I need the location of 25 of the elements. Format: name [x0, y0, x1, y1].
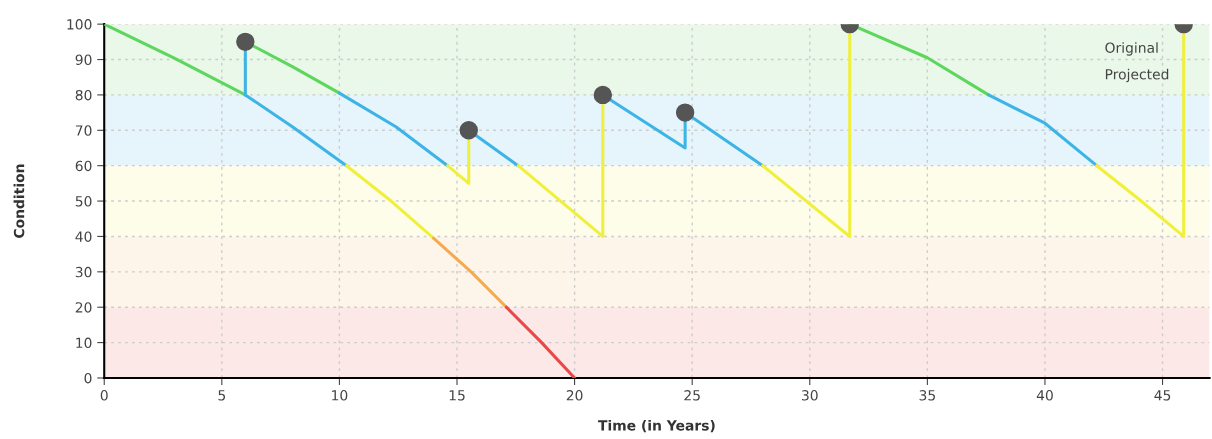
x-tick-label: 35 — [919, 390, 935, 401]
x-axis-title: Time (in Years) — [598, 419, 715, 433]
x-tick-label: 0 — [100, 390, 108, 401]
y-tick-label: 60 — [75, 160, 92, 172]
x-tick-label: 25 — [684, 390, 700, 401]
x-tick-label: 40 — [1036, 390, 1053, 401]
y-tick-label: 50 — [75, 196, 92, 207]
annotation: Projected — [1105, 68, 1169, 83]
x-tick-label: 15 — [449, 390, 465, 401]
annotation: Original — [1105, 42, 1158, 56]
y-tick-label: 100 — [67, 19, 92, 30]
y-tick-label: 20 — [75, 302, 92, 313]
x-tick-label: 45 — [1154, 390, 1171, 401]
y-tick-label: 90 — [75, 54, 92, 65]
y-axis-title: Condition — [13, 164, 25, 238]
x-tick-label: 5 — [218, 390, 226, 401]
x-tick-label: 20 — [566, 390, 583, 401]
x-tick-label: 10 — [332, 390, 348, 401]
y-tick-label: 40 — [75, 231, 92, 242]
y-tick-label: 70 — [75, 125, 92, 136]
x-tick-label: 30 — [801, 390, 818, 401]
y-tick-label: 80 — [75, 89, 92, 101]
y-tick-label: 10 — [76, 337, 92, 349]
y-tick-label: 30 — [75, 266, 92, 278]
y-tick-label: 0 — [84, 372, 92, 384]
